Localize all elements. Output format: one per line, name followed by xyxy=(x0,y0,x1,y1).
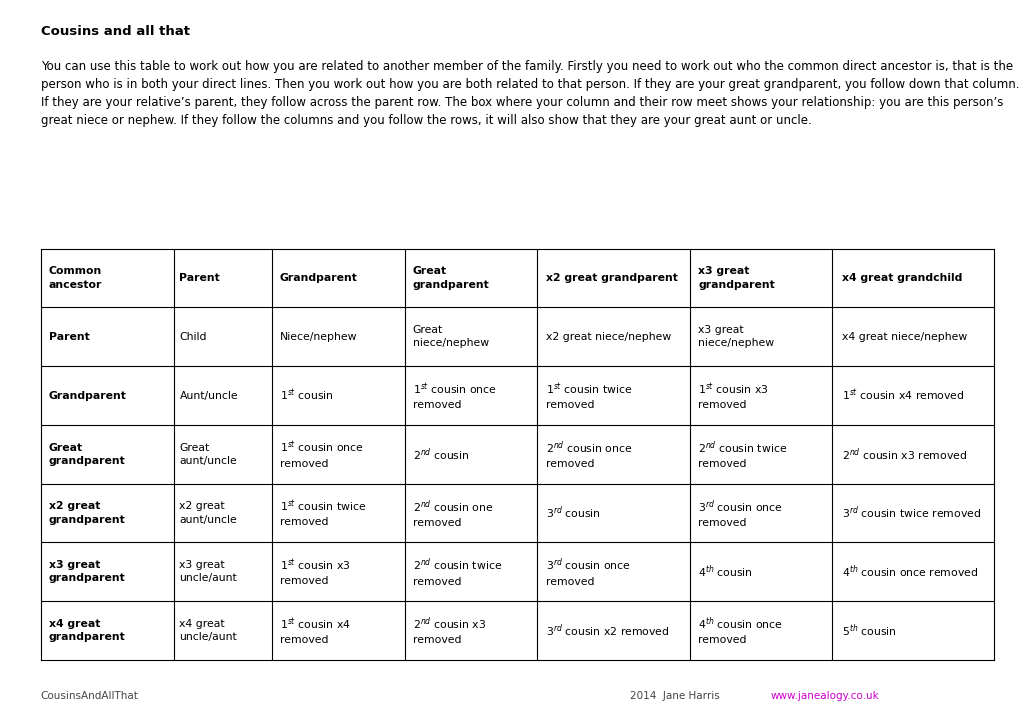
Text: 2$^{nd}$ cousin x3
removed: 2$^{nd}$ cousin x3 removed xyxy=(412,616,485,645)
Text: Cousins and all that: Cousins and all that xyxy=(41,25,190,38)
Text: x4 great
uncle/aunt: x4 great uncle/aunt xyxy=(179,619,237,642)
Text: Grandparent: Grandparent xyxy=(279,273,358,283)
Text: 1$^{st}$ cousin x3
removed: 1$^{st}$ cousin x3 removed xyxy=(279,557,351,586)
Text: www.janealogy.co.uk: www.janealogy.co.uk xyxy=(769,691,878,701)
Text: x3 great
niece/nephew: x3 great niece/nephew xyxy=(698,325,773,348)
Text: 4$^{th}$ cousin: 4$^{th}$ cousin xyxy=(698,563,752,580)
Text: 2$^{nd}$ cousin once
removed: 2$^{nd}$ cousin once removed xyxy=(546,439,633,469)
Text: 1$^{st}$ cousin twice
removed: 1$^{st}$ cousin twice removed xyxy=(546,381,633,410)
Text: Great
grandparent: Great grandparent xyxy=(412,267,489,290)
Text: x2 great
aunt/uncle: x2 great aunt/uncle xyxy=(179,501,237,525)
Text: 3$^{rd}$ cousin twice removed: 3$^{rd}$ cousin twice removed xyxy=(841,505,980,521)
Text: 2$^{nd}$ cousin: 2$^{nd}$ cousin xyxy=(412,446,469,463)
Text: x2 great grandparent: x2 great grandparent xyxy=(546,273,678,283)
Text: x2 great niece/nephew: x2 great niece/nephew xyxy=(546,332,672,342)
Text: Grandparent: Grandparent xyxy=(49,391,126,401)
Text: 1$^{st}$ cousin twice
removed: 1$^{st}$ cousin twice removed xyxy=(279,498,366,527)
Text: 1$^{st}$ cousin once
removed: 1$^{st}$ cousin once removed xyxy=(279,440,364,469)
Text: Niece/nephew: Niece/nephew xyxy=(279,332,357,342)
Text: 3$^{rd}$ cousin once
removed: 3$^{rd}$ cousin once removed xyxy=(698,498,783,528)
Text: x4 great grandchild: x4 great grandchild xyxy=(841,273,962,283)
Text: x4 great niece/nephew: x4 great niece/nephew xyxy=(841,332,966,342)
Text: Parent: Parent xyxy=(49,332,90,342)
Text: Great
niece/nephew: Great niece/nephew xyxy=(412,325,488,348)
Text: 2$^{nd}$ cousin one
removed: 2$^{nd}$ cousin one removed xyxy=(412,498,493,528)
Text: 2$^{nd}$ cousin twice
removed: 2$^{nd}$ cousin twice removed xyxy=(698,439,787,469)
Text: Child: Child xyxy=(179,332,207,342)
Text: 1$^{st}$ cousin x3
removed: 1$^{st}$ cousin x3 removed xyxy=(698,381,768,410)
Text: 3$^{rd}$ cousin: 3$^{rd}$ cousin xyxy=(546,505,601,521)
Text: 1$^{st}$ cousin: 1$^{st}$ cousin xyxy=(279,388,333,403)
Text: 1$^{st}$ cousin once
removed: 1$^{st}$ cousin once removed xyxy=(412,381,496,410)
Text: 2$^{nd}$ cousin x3 removed: 2$^{nd}$ cousin x3 removed xyxy=(841,446,966,463)
Text: Aunt/uncle: Aunt/uncle xyxy=(179,391,237,401)
Text: x3 great
grandparent: x3 great grandparent xyxy=(49,560,125,583)
Text: You can use this table to work out how you are related to another member of the : You can use this table to work out how y… xyxy=(41,60,1018,127)
Text: x4 great
grandparent: x4 great grandparent xyxy=(49,619,125,642)
Text: 5$^{th}$ cousin: 5$^{th}$ cousin xyxy=(841,622,896,639)
Text: 3$^{rd}$ cousin once
removed: 3$^{rd}$ cousin once removed xyxy=(546,557,631,587)
Text: 2$^{nd}$ cousin twice
removed: 2$^{nd}$ cousin twice removed xyxy=(412,557,501,587)
Text: 4$^{th}$ cousin once removed: 4$^{th}$ cousin once removed xyxy=(841,563,977,580)
Text: CousinsAndAllThat: CousinsAndAllThat xyxy=(41,691,139,701)
Text: Great
grandparent: Great grandparent xyxy=(49,443,125,466)
Text: x3 great
grandparent: x3 great grandparent xyxy=(698,267,774,290)
Text: 4$^{th}$ cousin once
removed: 4$^{th}$ cousin once removed xyxy=(698,616,783,645)
Text: 1$^{st}$ cousin x4
removed: 1$^{st}$ cousin x4 removed xyxy=(279,616,351,645)
Text: Great
aunt/uncle: Great aunt/uncle xyxy=(179,443,237,466)
Text: Parent: Parent xyxy=(179,273,220,283)
Text: 3$^{rd}$ cousin x2 removed: 3$^{rd}$ cousin x2 removed xyxy=(546,622,669,639)
Text: x2 great
grandparent: x2 great grandparent xyxy=(49,501,125,525)
Text: 1$^{st}$ cousin x4 removed: 1$^{st}$ cousin x4 removed xyxy=(841,388,964,403)
Text: 2014  Jane Harris: 2014 Jane Harris xyxy=(630,691,726,701)
Text: x3 great
uncle/aunt: x3 great uncle/aunt xyxy=(179,560,237,583)
Text: Common
ancestor: Common ancestor xyxy=(49,267,102,290)
